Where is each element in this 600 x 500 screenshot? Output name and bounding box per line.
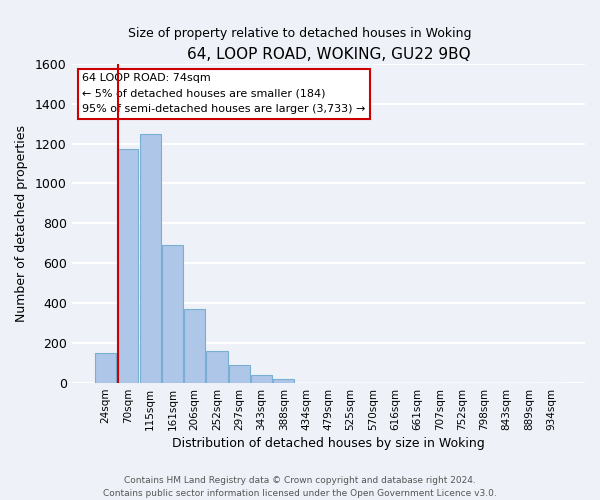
Bar (184, 309, 205, 383)
Bar (162, 246, 183, 383)
Y-axis label: Number of detached properties: Number of detached properties (15, 125, 28, 322)
Bar (251, 376, 272, 383)
Bar (273, 378, 295, 383)
Text: Size of property relative to detached houses in Woking: Size of property relative to detached ho… (128, 28, 472, 40)
Text: 64 LOOP ROAD: 74sqm
← 5% of detached houses are smaller (184)
95% of semi-detach: 64 LOOP ROAD: 74sqm ← 5% of detached hou… (82, 73, 365, 114)
Title: 64, LOOP ROAD, WOKING, GU22 9BQ: 64, LOOP ROAD, WOKING, GU22 9BQ (187, 48, 470, 62)
Bar (229, 364, 250, 383)
Bar (140, 134, 161, 383)
Bar (117, 148, 139, 383)
Text: Contains HM Land Registry data © Crown copyright and database right 2024.
Contai: Contains HM Land Registry data © Crown c… (103, 476, 497, 498)
Bar (206, 351, 227, 383)
X-axis label: Distribution of detached houses by size in Woking: Distribution of detached houses by size … (172, 437, 485, 450)
Bar (95, 353, 116, 383)
